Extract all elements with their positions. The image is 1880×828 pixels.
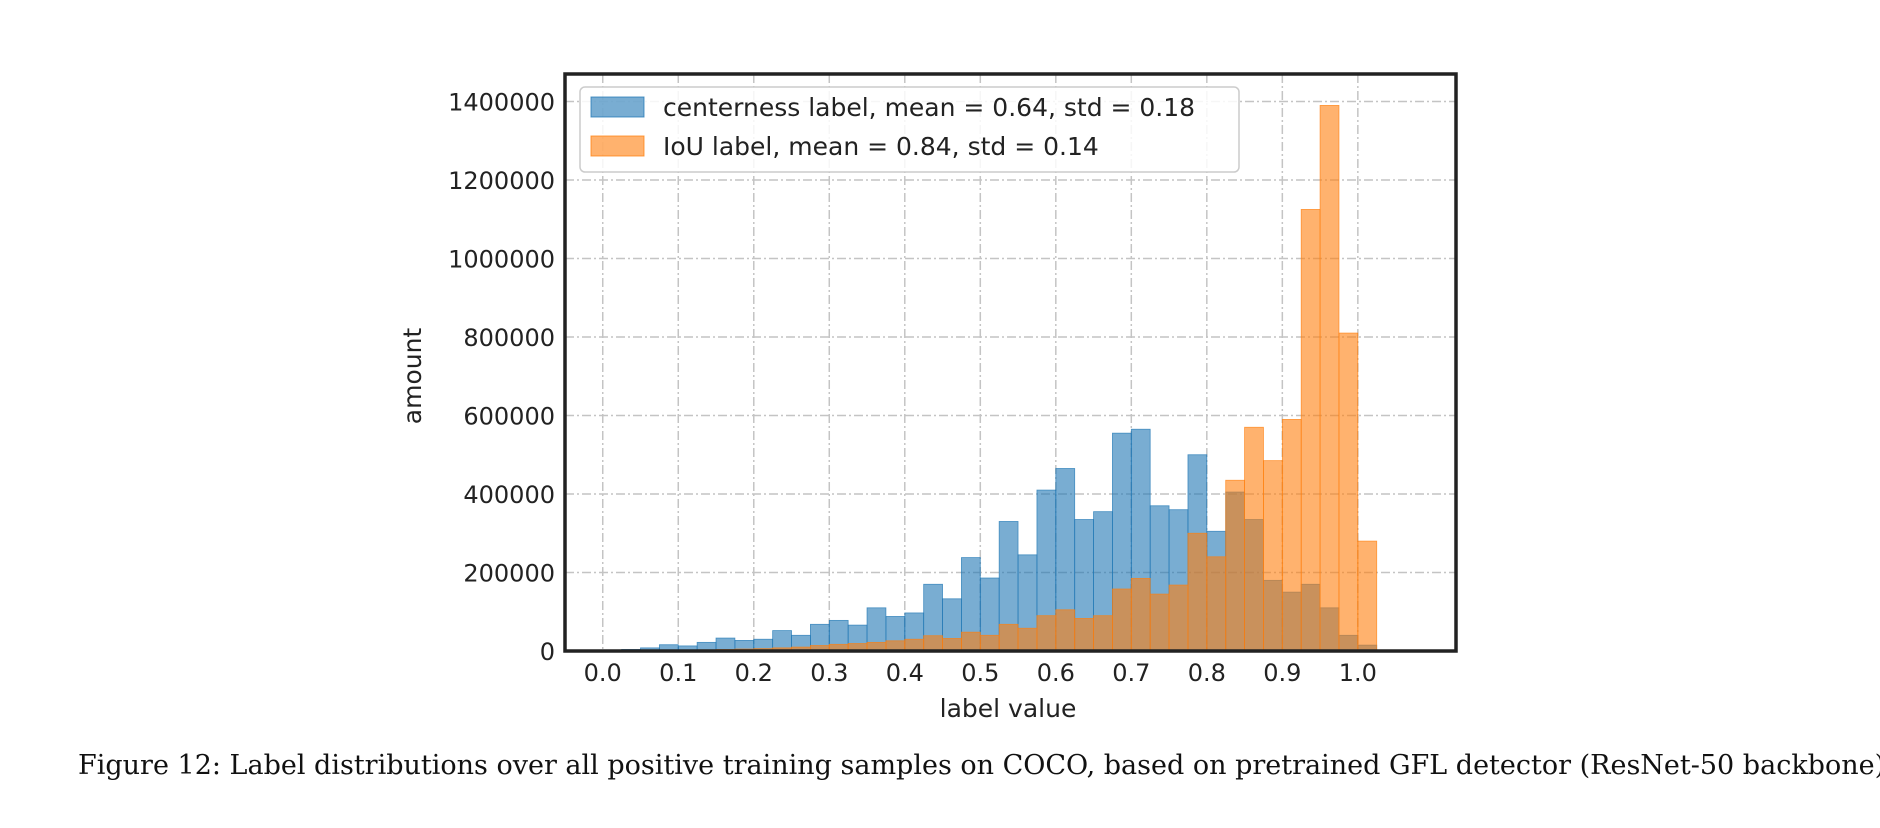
x-axis-ticks: 0.0 0.1 0.2 0.3 0.4 0.5 0.6 0.7 0.8 0.9 1.0	[584, 659, 1377, 687]
x-tick-label: 0.2	[735, 659, 773, 687]
x-tick-label: 0.0	[584, 659, 622, 687]
bar-iou-26	[1093, 615, 1113, 652]
bar-iou-27	[1112, 588, 1132, 652]
axes-border	[563, 72, 1458, 653]
x-tick-label: 0.6	[1037, 659, 1075, 687]
bar-iou-38	[1319, 105, 1340, 652]
y-axis-ticks: 0 200000 400000 600000 800000 1000000 1200000 1…	[448, 88, 555, 666]
bar-iou-33	[1225, 479, 1245, 652]
bar-iou-32	[1206, 556, 1227, 652]
y-tick-label: 0	[540, 638, 555, 666]
x-tick-label: 1.0	[1339, 659, 1377, 687]
bar-iou-25	[1074, 618, 1094, 652]
y-tick-label: 200000	[463, 559, 555, 587]
bar-iou-20	[979, 634, 1000, 652]
y-axis-label: amount	[398, 328, 427, 425]
legend-swatch-centerness	[590, 96, 645, 118]
y-tick-label: 1000000	[448, 245, 555, 273]
figure-caption: Figure 12: Label distributions over all …	[78, 750, 1880, 781]
bar-iou-17	[923, 635, 943, 652]
x-tick-label: 0.3	[810, 659, 848, 687]
bar-iou-18	[942, 638, 962, 652]
y-tick-label: 400000	[463, 481, 555, 509]
x-tick-label: 0.4	[886, 659, 924, 687]
x-axis-label: label value	[940, 694, 1077, 723]
bar-iou-19	[961, 631, 981, 652]
x-tick-label: 0.5	[961, 659, 999, 687]
legend-label-centerness: centerness label, mean = 0.64, std = 0.1…	[663, 93, 1195, 122]
x-tick-label: 0.7	[1112, 659, 1150, 687]
bar-iou-39	[1338, 332, 1359, 652]
legend-box	[579, 86, 1240, 173]
bar-iou-23	[1036, 615, 1057, 652]
axes-frame	[563, 72, 1458, 653]
bar-iou-35	[1263, 460, 1283, 652]
bar-iou-22	[1017, 627, 1038, 652]
y-tick-label: 800000	[463, 324, 555, 352]
x-tick-label: 0.1	[659, 659, 697, 687]
x-tick-label: 0.8	[1188, 659, 1226, 687]
bar-iou-34	[1244, 426, 1264, 652]
bar-iou-37	[1300, 209, 1321, 652]
y-tick-label: 600000	[463, 402, 555, 430]
bar-iou-36	[1281, 419, 1302, 652]
bar-iou-29	[1149, 593, 1170, 652]
bar-iou-28	[1130, 577, 1151, 652]
y-tick-label: 1200000	[448, 167, 555, 195]
y-tick-label: 1400000	[448, 88, 555, 116]
x-tick-label: 0.9	[1263, 659, 1301, 687]
bar-iou-16	[904, 638, 925, 652]
bar-iou-24	[1055, 609, 1076, 652]
legend: centerness label, mean = 0.64, std = 0.1…	[579, 86, 1240, 173]
legend-swatch-iou	[590, 135, 645, 157]
legend-label-iou: IoU label, mean = 0.84, std = 0.14	[663, 132, 1099, 161]
bar-iou-40	[1357, 540, 1378, 652]
bar-iou-21	[998, 623, 1019, 652]
bar-iou-31	[1187, 532, 1208, 652]
bar-iou-30	[1168, 584, 1189, 652]
